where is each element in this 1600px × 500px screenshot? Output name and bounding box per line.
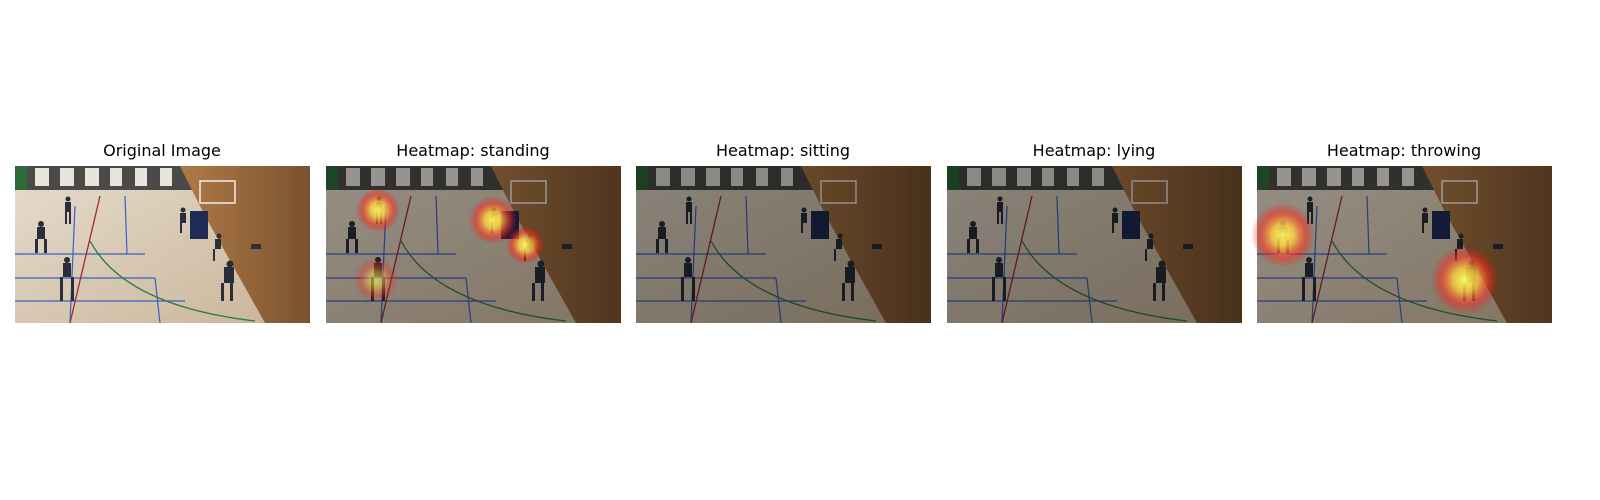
panel-sitting: Heatmap: sitting bbox=[636, 141, 931, 323]
image bbox=[15, 166, 310, 323]
panel-standing: Heatmap: standing bbox=[326, 141, 621, 323]
overlay bbox=[947, 166, 1242, 323]
heat-spot bbox=[469, 196, 517, 244]
heat-spot bbox=[354, 258, 398, 302]
panel-title: Heatmap: sitting bbox=[716, 141, 850, 160]
panel-title: Original Image bbox=[103, 141, 221, 160]
panel-title: Heatmap: throwing bbox=[1327, 141, 1481, 160]
heat-spot bbox=[1251, 203, 1315, 267]
panel-throwing: Heatmap: throwing bbox=[1251, 141, 1552, 323]
heat-spot bbox=[1431, 246, 1499, 314]
heat-spot bbox=[506, 226, 544, 264]
panel-title: Heatmap: standing bbox=[396, 141, 549, 160]
overlay bbox=[636, 166, 931, 323]
heat-spot bbox=[356, 188, 400, 232]
panel-title: Heatmap: lying bbox=[1033, 141, 1156, 160]
panel-original: Original Image bbox=[15, 141, 310, 323]
panel-lying: Heatmap: lying bbox=[947, 141, 1242, 323]
